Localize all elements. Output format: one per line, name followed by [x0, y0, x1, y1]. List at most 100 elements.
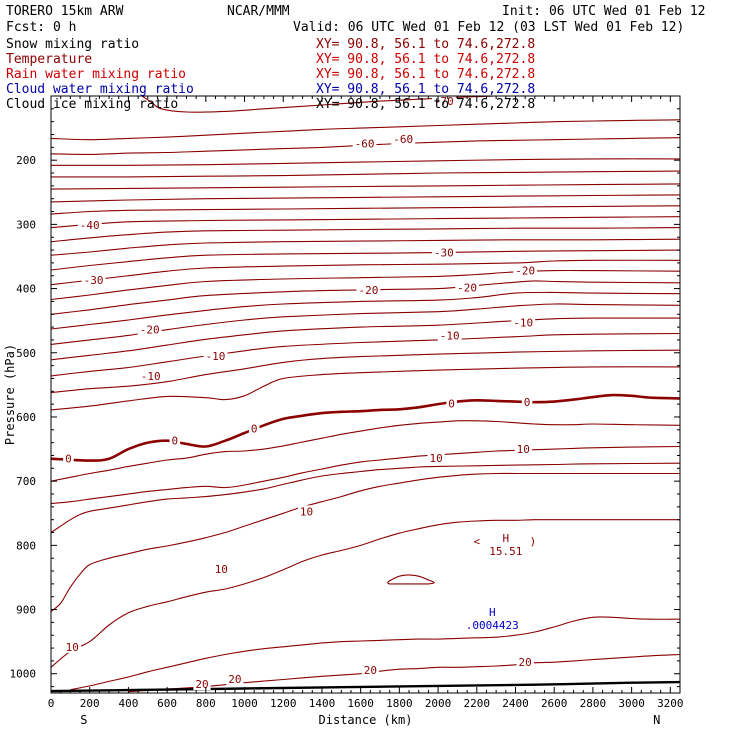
contour-label-bg [226, 672, 244, 685]
contour-label-bg [203, 349, 228, 362]
contour-label-bg [356, 283, 381, 296]
contour-label-bg [137, 323, 162, 336]
x-tick-label: 200 [80, 697, 100, 710]
contour-label-bg [446, 397, 457, 410]
contour-label: -10 [513, 317, 533, 330]
contour-label: -20 [457, 281, 477, 294]
y-tick-label: 1000 [10, 668, 37, 681]
contour-label: -60 [355, 138, 375, 151]
contour-label: 0 [251, 423, 258, 436]
contour-label-bg [516, 656, 534, 669]
x-tick-label: 1800 [386, 697, 413, 710]
contour-label: 0 [65, 453, 72, 466]
y-tick-label: 800 [16, 539, 36, 552]
x-tick-label: 3200 [657, 697, 684, 710]
contour-layer [51, 96, 680, 693]
contour-label: 0 [524, 396, 531, 409]
contour-label: -10 [206, 350, 226, 363]
x-tick-label: 2800 [580, 697, 607, 710]
legend-label: Rain water mixing ratio [6, 67, 186, 82]
contour-label: -60 [393, 133, 413, 146]
contour-label-bg [427, 452, 445, 465]
start-endpoint-label: S [80, 713, 87, 727]
contour-label-bg [437, 329, 462, 342]
legend-xy: XY= 90.8, 56.1 to 74.6,272.8 [316, 97, 535, 112]
isotherm-line [51, 259, 680, 286]
contour-label-bg [511, 316, 536, 329]
isotherm-line [51, 332, 680, 377]
isotherm-line [51, 158, 680, 166]
init-label: Init: 06 UTC Wed 01 Feb 12 [502, 4, 706, 19]
legend-row: Cloud ice mixing ratio XY= 90.8, 56.1 to… [6, 97, 535, 112]
y-tick-label: 200 [16, 154, 36, 167]
x-tick-label: 800 [196, 697, 216, 710]
high-marker-value: 15.51 [489, 545, 522, 558]
contour-label: 10 [300, 505, 313, 518]
isotherm-line [128, 653, 680, 693]
legend: Snow mixing ratio XY= 90.8, 56.1 to 74.6… [6, 37, 535, 112]
isotherm-line [51, 205, 680, 215]
isotherm-line [51, 291, 680, 330]
contour-label-bg [63, 640, 81, 653]
contour-label-bg [63, 452, 74, 465]
isotherm-line [51, 249, 680, 271]
contour-label: -30 [84, 274, 104, 287]
y-axis-label: Pressure (hPa) [3, 344, 17, 445]
isotherm-line [51, 280, 680, 315]
isotherm-line [51, 349, 680, 394]
bracket-mark: ) [530, 535, 537, 548]
x-tick-label: 1200 [270, 697, 297, 710]
isotherm-line [51, 317, 680, 361]
legend-row: Rain water mixing ratio XY= 90.8, 56.1 t… [6, 67, 535, 82]
y-tick-label: 600 [16, 411, 36, 424]
contour-label: 0 [172, 435, 179, 448]
contour-label-layer: -70 -60 -60 -40 -30 -30 -20 -20 -20 -20 -10 -10 -10 -… [63, 95, 538, 691]
x-tick-label: 400 [118, 697, 138, 710]
x-tick-label: 2400 [502, 697, 529, 710]
isotherm-line [51, 366, 680, 411]
isotherm-line [51, 216, 680, 229]
fcst-label: Fcst: 0 h [6, 20, 76, 35]
contour-label: 10 [215, 563, 228, 576]
y-tick-label: 300 [16, 218, 36, 231]
contour-label: -30 [434, 247, 454, 260]
contour-label-bg [455, 281, 480, 294]
contour-label: -10 [141, 370, 161, 383]
contour-label: -20 [358, 284, 378, 297]
contour-label: -10 [440, 329, 460, 342]
contour-label: -70 [434, 95, 454, 108]
center-label: NCAR/MMM [227, 4, 290, 19]
y-tick-label: 700 [16, 475, 36, 488]
contour-label: -20 [140, 324, 160, 337]
contour-label-bg [138, 369, 163, 382]
isotherm-top-contour [141, 96, 497, 113]
contour-label: -40 [80, 219, 100, 232]
isotherm-line [51, 170, 680, 178]
contour-label-bg [521, 396, 533, 409]
legend-xy: XY= 90.8, 56.1 to 74.6,272.8 [316, 67, 535, 82]
plot-border [50, 95, 681, 694]
model-label: TORERO 15km ARW [6, 4, 124, 19]
isotherm-line [51, 462, 680, 533]
contour-label-bg [431, 246, 456, 259]
isotherm-line [51, 227, 680, 243]
x-tick-label: 2600 [541, 697, 568, 710]
isotherm-line [51, 472, 680, 612]
isotherm-line [70, 616, 680, 691]
contour-label: 20 [228, 673, 241, 686]
legend-label: Temperature [6, 52, 92, 67]
y-tick-label: 900 [16, 604, 36, 617]
ground-line [51, 680, 680, 693]
high-marker-symbol: H [489, 606, 496, 619]
legend-xy: XY= 90.8, 56.1 to 74.6,272.8 [316, 37, 535, 52]
contour-label: -20 [515, 265, 535, 278]
isotherm-line [51, 183, 680, 190]
contour-label: 10 [517, 443, 530, 456]
legend-row: Snow mixing ratio XY= 90.8, 56.1 to 74.6… [6, 37, 535, 52]
x-tick-label: 2000 [425, 697, 452, 710]
y-tick-label: 400 [16, 283, 36, 296]
contour-label: 10 [66, 641, 79, 654]
